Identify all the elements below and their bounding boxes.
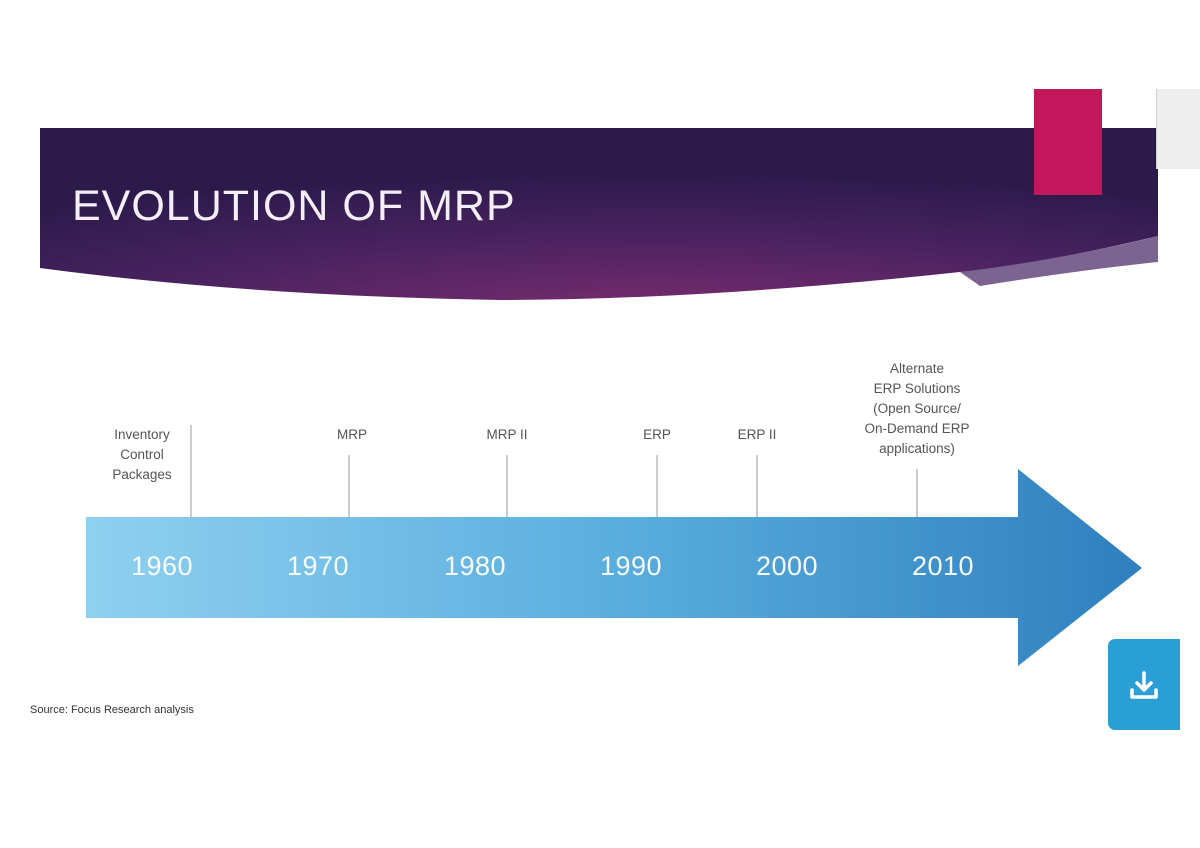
milestone-label-inventory: Inventory Control Packages [112, 427, 172, 482]
year-label-1960: 1960 [130, 551, 194, 581]
download-icon [1130, 670, 1158, 699]
source-note: Source: Focus Research analysis [30, 704, 194, 716]
year-label-1980: 1980 [443, 551, 507, 581]
year-label-2010: 2010 [911, 551, 975, 581]
milestone-label-erp: ERP [643, 427, 671, 442]
page-title: EVOLUTION OF MRP [72, 182, 516, 230]
milestone-label-mrp-ii: MRP II [486, 427, 528, 442]
milestone-label-alternate-erp: Alternate ERP Solutions (Open Source/ On… [864, 361, 970, 456]
year-label-2000: 2000 [755, 551, 819, 581]
side-tab [1156, 89, 1200, 169]
download-button[interactable] [1108, 639, 1180, 730]
milestone-label-erp-ii: ERP II [737, 427, 777, 442]
year-label-1990: 1990 [599, 551, 663, 581]
year-label-1970: 1970 [286, 551, 350, 581]
milestone-label-mrp: MRP [337, 427, 367, 442]
accent-square [1034, 89, 1102, 195]
arrow-shape [86, 469, 1142, 666]
